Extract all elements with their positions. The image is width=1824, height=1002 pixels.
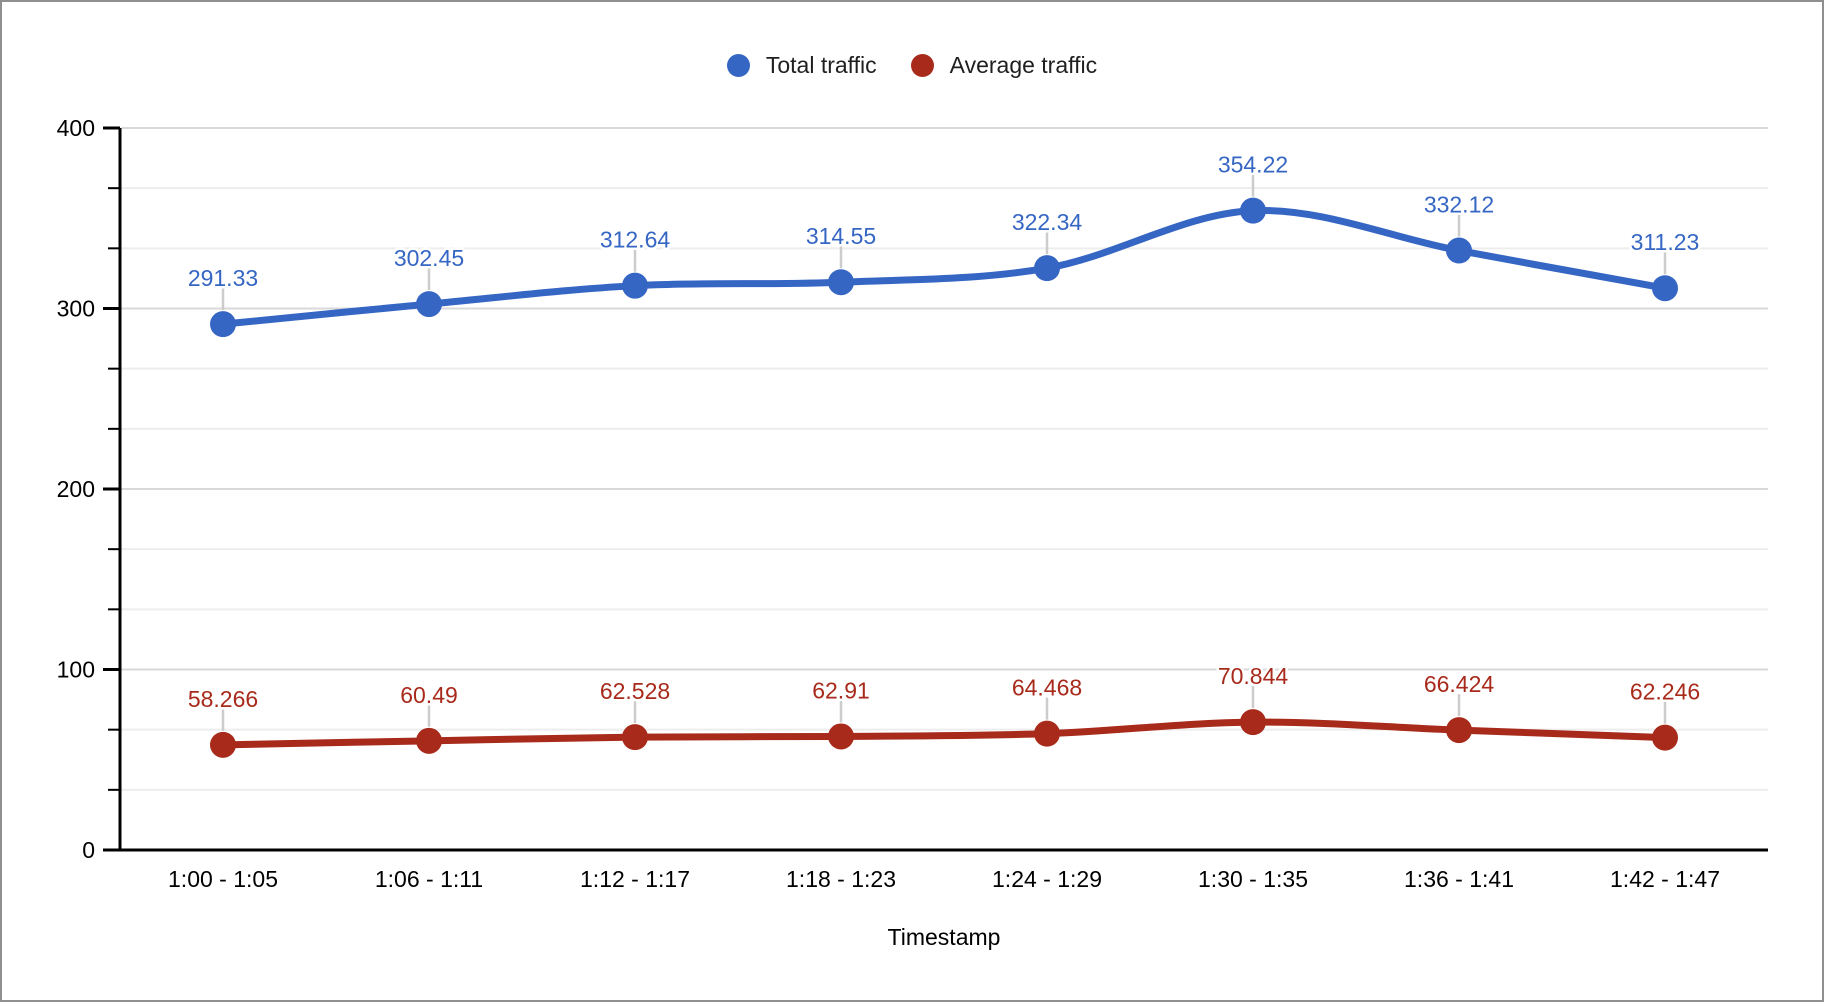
data-point[interactable]	[416, 727, 442, 754]
x-tick-label: 1:30 - 1:35	[1198, 866, 1308, 892]
legend: Total traffic Average traffic	[2, 54, 1822, 77]
x-tick-label: 1:36 - 1:41	[1404, 866, 1514, 892]
x-tick-label: 1:24 - 1:29	[992, 866, 1102, 892]
data-point[interactable]	[622, 272, 648, 299]
data-label: 60.49	[400, 682, 458, 708]
x-tick-label: 1:42 - 1:47	[1610, 866, 1720, 892]
y-tick-label: 300	[57, 296, 95, 322]
x-tick-label: 1:18 - 1:23	[786, 866, 896, 892]
y-tick-label: 200	[57, 476, 95, 502]
legend-marker-average-traffic-icon	[910, 54, 934, 77]
data-label: 314.55	[806, 223, 876, 249]
legend-label-average-traffic: Average traffic	[949, 52, 1098, 78]
data-label: 312.64	[600, 227, 671, 253]
data-point[interactable]	[1240, 197, 1266, 224]
y-tick-label: 100	[57, 657, 95, 683]
data-label: 322.34	[1012, 209, 1083, 235]
data-label: 66.424	[1424, 671, 1495, 697]
data-label: 62.246	[1630, 679, 1700, 705]
data-point[interactable]	[1240, 709, 1266, 736]
data-point[interactable]	[622, 724, 648, 751]
x-tick-label: 1:00 - 1:05	[168, 866, 278, 892]
legend-label-total-traffic: Total traffic	[765, 52, 877, 78]
data-point[interactable]	[1652, 275, 1678, 302]
series-line	[219, 718, 1669, 749]
data-label: 70.844	[1218, 663, 1289, 689]
data-label: 62.528	[600, 678, 670, 704]
data-label: 354.22	[1218, 152, 1288, 178]
data-point[interactable]	[828, 269, 854, 296]
data-point[interactable]	[210, 731, 236, 758]
data-point[interactable]	[1034, 720, 1060, 747]
y-tick-label: 400	[57, 115, 95, 141]
data-label: 311.23	[1631, 229, 1700, 255]
data-point[interactable]	[1034, 255, 1060, 282]
legend-item-average-traffic[interactable]: Average traffic	[910, 52, 1098, 78]
data-label: 291.33	[188, 265, 258, 291]
data-label: 62.91	[812, 677, 870, 703]
data-point[interactable]	[828, 723, 854, 750]
series-line	[219, 206, 1669, 328]
data-point[interactable]	[210, 311, 236, 338]
x-tick-label: 1:12 - 1:17	[580, 866, 690, 892]
x-axis-title: Timestamp	[888, 924, 1001, 950]
data-label: 302.45	[394, 245, 464, 271]
data-point[interactable]	[416, 291, 442, 318]
y-tick-label: 0	[82, 837, 95, 863]
data-label: 332.12	[1424, 192, 1494, 218]
data-label: 64.468	[1012, 675, 1082, 701]
x-tick-label: 1:06 - 1:11	[375, 866, 483, 892]
data-point[interactable]	[1446, 717, 1472, 744]
data-label: 58.266	[188, 686, 258, 712]
data-point[interactable]	[1652, 724, 1678, 751]
legend-item-total-traffic[interactable]: Total traffic	[726, 52, 877, 78]
legend-marker-total-traffic-icon	[726, 54, 750, 77]
data-point[interactable]	[1446, 237, 1472, 264]
